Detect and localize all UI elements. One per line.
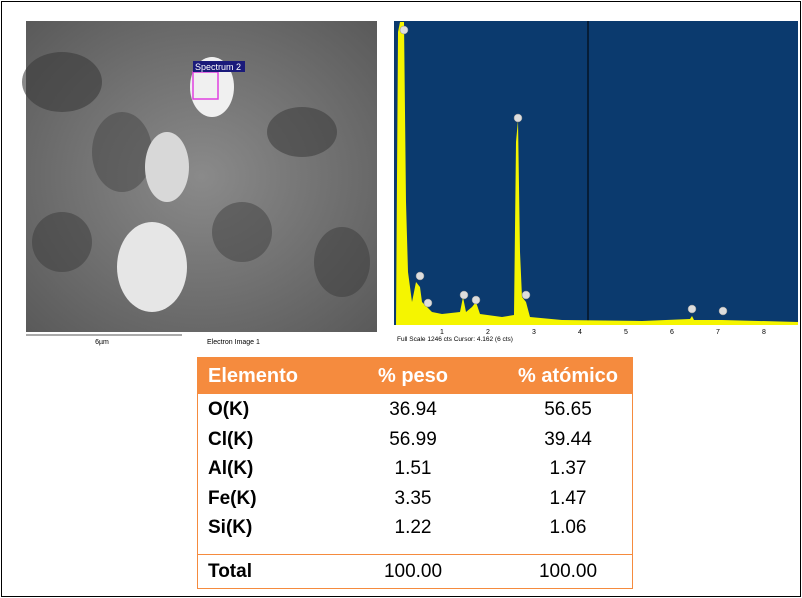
table-cell: 100.00 <box>538 561 598 582</box>
table-cell: 56.99 <box>389 428 437 450</box>
total-rule <box>198 554 632 555</box>
table-cell: 3.35 <box>394 487 432 509</box>
table-cell: % peso <box>377 365 449 387</box>
axis-label: 5 <box>624 329 628 336</box>
table-cell: 56.65 <box>544 399 592 420</box>
spectrum: Full Scale 1246 cts Cursor: 4.162 (6 cts… <box>394 21 798 343</box>
axis-label: 3 <box>532 329 536 336</box>
figure: Spectrum 2 6µm Electron Image 1 Full Sca… <box>22 21 798 346</box>
table-cell: Cl(K) <box>208 428 254 450</box>
table-cell: % atómico <box>517 365 619 387</box>
image-caption: Electron Image 1 <box>207 339 260 346</box>
table-cell: Fe(K) <box>208 487 257 509</box>
table-cell: Elemento <box>208 365 299 387</box>
axis-label: 1 <box>440 329 444 336</box>
data-table: Elemento % peso % atómico O(K) 36.94 56.65 Cl(… <box>197 357 633 589</box>
table-cell: 36.94 <box>389 399 437 420</box>
table-cell: 1.22 <box>394 517 432 538</box>
table-cell: 1.06 <box>549 517 587 538</box>
scale-label: 6µm <box>95 339 109 346</box>
axis-label: 7 <box>716 329 720 336</box>
sem-image: Spectrum 2 <box>22 21 377 332</box>
axis-label: 4 <box>578 329 582 336</box>
axis-label: 2 <box>486 329 490 336</box>
table-header <box>198 358 632 394</box>
table-cell: Total <box>208 561 252 582</box>
spectrum-info: Full Scale 1246 cts Cursor: 4.162 (6 cts… <box>397 336 513 343</box>
table-cell: Si(K) <box>208 517 253 538</box>
axis-label: 8 <box>762 329 766 336</box>
table-cell: 1.47 <box>549 487 587 509</box>
table-cell: 1.37 <box>549 458 587 479</box>
axis-label: 6 <box>670 329 674 336</box>
table-cell: O(K) <box>208 399 250 420</box>
table-cell: 1.51 <box>394 458 432 479</box>
spectrum-label: Spectrum 2 <box>195 62 241 72</box>
table-cell: Al(K) <box>208 458 254 479</box>
table-cell: 39.44 <box>544 428 592 450</box>
table-cell: 100.00 <box>383 561 443 582</box>
